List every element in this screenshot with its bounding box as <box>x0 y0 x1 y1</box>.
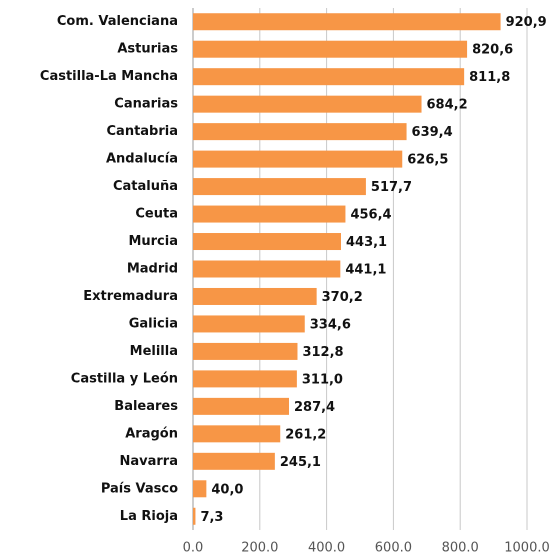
bar <box>193 342 298 360</box>
x-tick-label: 1000.0 <box>504 541 550 556</box>
data-label: 441,1 <box>345 263 386 278</box>
bar <box>193 425 281 443</box>
x-tick-label: 0.0 <box>183 541 204 556</box>
data-label: 639,4 <box>412 125 453 140</box>
y-tick-label: Andalucía <box>106 152 178 167</box>
bar <box>193 287 317 305</box>
data-label: 334,6 <box>310 317 351 332</box>
data-label: 312,8 <box>302 345 343 360</box>
y-tick-label: Galicia <box>129 316 178 331</box>
x-tick-label: 800.0 <box>442 541 479 556</box>
y-tick-label: Baleares <box>114 399 178 414</box>
x-tick-label: 200.0 <box>241 541 278 556</box>
data-label: 245,1 <box>280 455 321 470</box>
bar <box>193 480 207 498</box>
bar <box>193 95 422 113</box>
y-tick-label: Castilla y León <box>71 371 178 386</box>
bar <box>193 507 196 525</box>
bar <box>193 178 366 196</box>
data-label: 370,2 <box>322 290 363 305</box>
x-tick-label: 600.0 <box>375 541 412 556</box>
x-tick-label: 400.0 <box>308 541 345 556</box>
data-label: 684,2 <box>427 98 468 113</box>
y-tick-label: Canarias <box>114 97 178 112</box>
data-label: 7,3 <box>200 510 223 525</box>
bar <box>193 260 341 278</box>
y-tick-label: Extremadura <box>83 289 178 304</box>
y-tick-label: País Vasco <box>101 481 178 496</box>
bar <box>193 150 403 168</box>
data-label: 820,6 <box>472 43 513 58</box>
data-label: 456,4 <box>350 208 391 223</box>
y-tick-label: Murcia <box>128 234 178 249</box>
y-tick-label: Madrid <box>127 262 178 277</box>
y-tick-label: Aragón <box>125 426 178 441</box>
bar <box>193 40 468 58</box>
data-label: 287,4 <box>294 400 335 415</box>
data-label: 443,1 <box>346 235 387 250</box>
bar <box>193 123 407 141</box>
y-tick-label: Asturias <box>117 42 178 57</box>
bar <box>193 68 465 86</box>
y-tick-label: Ceuta <box>135 207 178 222</box>
bar <box>193 233 341 251</box>
bar <box>193 205 346 223</box>
y-tick-label: La Rioja <box>120 509 178 524</box>
y-tick-label: Castilla-La Mancha <box>40 69 178 84</box>
data-label: 40,0 <box>211 482 243 497</box>
y-tick-label: Melilla <box>130 344 178 359</box>
y-tick-label: Com. Valenciana <box>57 14 178 29</box>
bar <box>193 13 501 31</box>
data-label: 626,5 <box>407 153 448 168</box>
bar <box>193 397 289 415</box>
data-label: 517,7 <box>371 180 412 195</box>
data-label: 811,8 <box>469 70 510 85</box>
data-label: 261,2 <box>285 427 326 442</box>
bar <box>193 315 305 333</box>
bar <box>193 370 297 388</box>
y-tick-label: Cantabria <box>107 124 179 139</box>
y-tick-label: Navarra <box>120 454 179 469</box>
data-label: 311,0 <box>302 372 343 387</box>
y-tick-label: Cataluña <box>113 179 178 194</box>
data-label: 920,9 <box>506 15 547 30</box>
bar <box>193 452 275 470</box>
